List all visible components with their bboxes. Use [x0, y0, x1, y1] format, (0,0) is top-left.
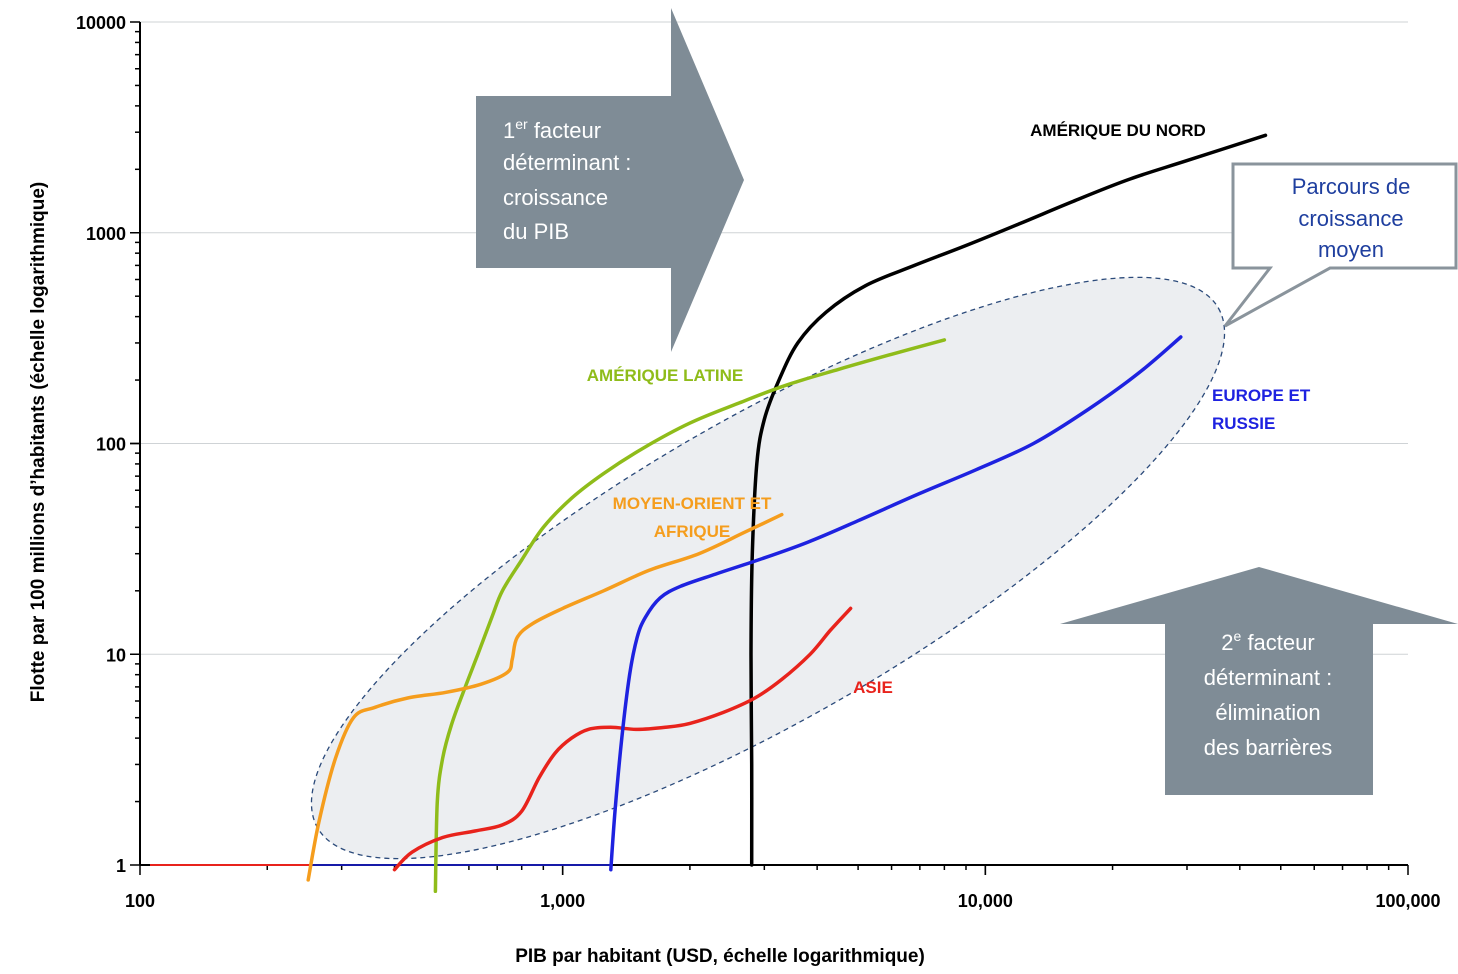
callout-text-line: Parcours de [1292, 174, 1411, 199]
y-tick-label: 1000 [86, 224, 126, 244]
series-line-amerique-du-nord [749, 133, 1268, 867]
series-line-europe-et-russie [609, 335, 1183, 872]
series-line-amerique-latine [433, 338, 947, 894]
y-axis-title: Flotte par 100 millions d’habitants (éch… [28, 182, 49, 702]
barrier-arrow-text-line: 2e facteur [1221, 628, 1314, 655]
x-tick-label: 100,000 [1375, 891, 1440, 911]
series-line-moyen-orient-et-afrique [306, 512, 784, 882]
barrier-arrow-shape [1060, 567, 1458, 795]
series-label-afrique: AFRIQUE [654, 522, 731, 541]
callout-box [1223, 162, 1458, 328]
gdp-arrow-text-line: du PIB [503, 219, 569, 244]
series-lines [150, 133, 1268, 894]
series-label-moyen-orient-et: MOYEN-ORIENT ET [613, 494, 772, 513]
series-labels: AMÉRIQUE DU NORD AMÉRIQUE LATINE MOYEN-ORI… [587, 121, 1311, 697]
gdp-growth-arrow: 1er facteur déterminant : croissance du PIB [476, 8, 744, 352]
average-growth-callout: Parcours de croissance moyen [1223, 162, 1458, 328]
y-tick-label: 10 [106, 645, 126, 665]
series-line-asie [392, 606, 853, 872]
axes: 1 10 100 1000 10000 100 1,000 10,000 100,000 [76, 13, 1441, 911]
gdp-arrow-text-line: 1er facteur [503, 116, 601, 143]
gdp-arrow-shape [476, 8, 744, 352]
growth-path-ellipse [310, 276, 1226, 860]
series-label-amerique-du-nord: AMÉRIQUE DU NORD [1030, 121, 1206, 140]
barrier-arrow-text-line: des barrières [1204, 735, 1332, 760]
callout-text-line: moyen [1318, 237, 1384, 262]
y-tick-label: 10000 [76, 13, 126, 33]
gdp-arrow-text-line: croissance [503, 185, 608, 210]
barrier-arrow-text-line: déterminant : [1204, 665, 1332, 690]
y-tick-label: 1 [116, 856, 126, 876]
callout-text-line: croissance [1298, 206, 1403, 231]
series-label-asie: ASIE [853, 678, 893, 697]
series-label-russie: RUSSIE [1212, 414, 1275, 433]
series-label-europe-et: EUROPE ET [1212, 386, 1311, 405]
x-tick-label: 1,000 [540, 891, 585, 911]
y-tick-label: 100 [96, 435, 126, 455]
barrier-removal-arrow: 2e facteur déterminant : élimination des ba… [1060, 567, 1458, 795]
gdp-arrow-text-line: déterminant : [503, 150, 631, 175]
x-tick-label: 10,000 [958, 891, 1013, 911]
barrier-arrow-text-line: élimination [1215, 700, 1320, 725]
x-axis-title: PIB par habitant (USD, échelle logarithm… [515, 946, 925, 967]
x-tick-label: 100 [125, 891, 155, 911]
growth-path-ellipse-layer [310, 276, 1226, 860]
series-label-amerique-latine: AMÉRIQUE LATINE [587, 366, 743, 385]
